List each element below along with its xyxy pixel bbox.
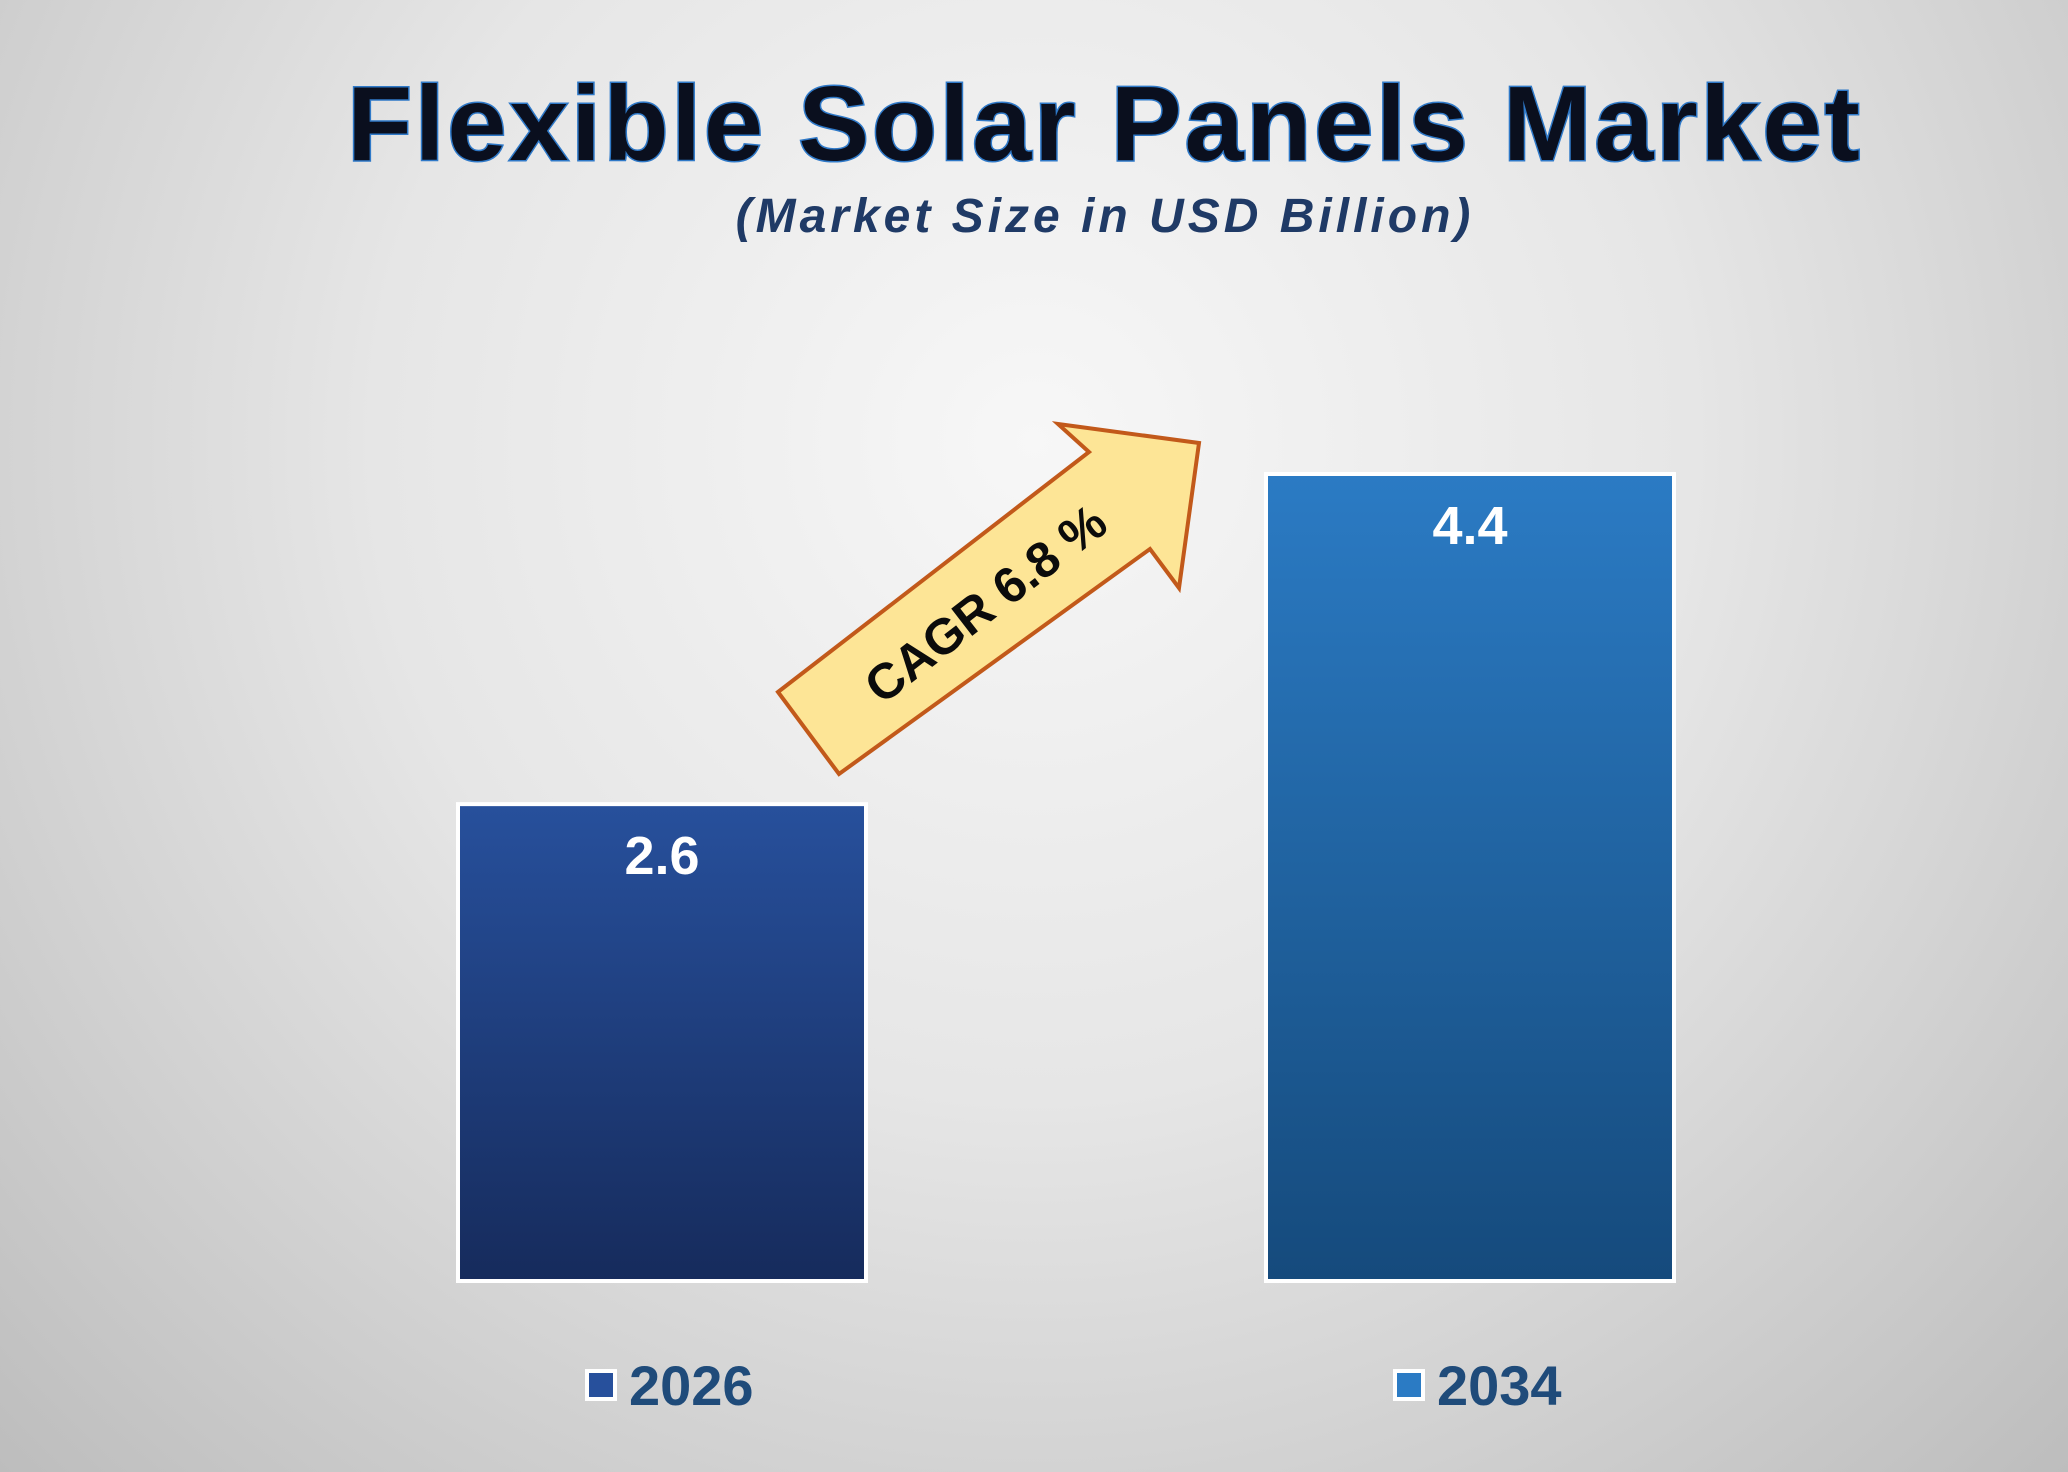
legend-swatch-2026 — [585, 1369, 617, 1401]
legend-item-2034: 2034 — [1393, 1354, 1562, 1417]
legend-label-2034: 2034 — [1437, 1354, 1562, 1417]
legend-label-2026: 2026 — [629, 1354, 754, 1417]
bar-value-label-2026: 2.6 — [624, 826, 699, 886]
legend-item-2026: 2026 — [585, 1354, 754, 1417]
bars-layer: 2.6 4.4 — [456, 472, 1676, 1283]
legend: 2026 2034 — [585, 1354, 1562, 1417]
legend-swatch-2034 — [1393, 1369, 1425, 1401]
cagr-arrow-shape — [775, 421, 1202, 777]
chart-title: Flexible Solar Panels Market — [347, 65, 1863, 183]
bar-2026 — [456, 802, 868, 1283]
cagr-arrow: CAGR 6.8 % — [775, 421, 1202, 777]
bar-value-label-2034: 4.4 — [1432, 496, 1507, 556]
chart-subtitle: (Market Size in USD Billion) — [736, 190, 1475, 243]
bar-2034 — [1264, 472, 1676, 1283]
